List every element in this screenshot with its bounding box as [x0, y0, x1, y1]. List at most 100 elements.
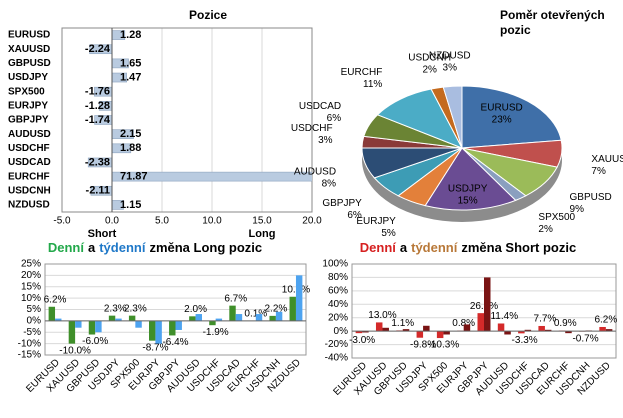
slice-label: NZDUSD	[429, 50, 471, 61]
category-label: XAUUSD	[8, 44, 50, 55]
value-label: -2.11	[86, 185, 110, 197]
category-label: USDJPY	[8, 72, 48, 83]
value-label: 6.2%	[594, 315, 617, 326]
title-part: Denní	[360, 240, 397, 255]
bar	[68, 320, 76, 344]
category-label: USDCNH	[8, 185, 51, 196]
slice-value: 3%	[443, 62, 458, 73]
bar	[538, 325, 545, 332]
slice-value: 11%	[363, 79, 382, 90]
value-label: 7.7%	[534, 314, 557, 325]
bar	[275, 311, 283, 321]
value-label: 1.1%	[391, 318, 414, 329]
title-part: Denní	[48, 240, 85, 255]
value-label: 0.8%	[452, 318, 475, 329]
value-label: 2.3%	[104, 303, 127, 314]
value-label: 71.87	[120, 171, 148, 183]
title-part: týdenní	[99, 240, 146, 255]
slice-label: USDJPY	[448, 184, 488, 195]
bar	[463, 324, 471, 332]
bar	[189, 316, 196, 321]
bar	[443, 331, 450, 335]
pie-slice	[376, 88, 464, 149]
bar	[504, 331, 511, 335]
y-tick-label: -5%	[23, 327, 41, 338]
y-tick-label: 15%	[21, 281, 41, 292]
value-label: 1.88	[120, 142, 141, 154]
value-label: 2.3%	[124, 303, 147, 314]
slice-label: XAUUSD	[591, 154, 623, 165]
x-tick-label: 15.0	[252, 216, 272, 227]
category-label: EURJPY	[8, 100, 48, 111]
y-tick-label: 0%	[27, 316, 42, 327]
category-label: USDCHF	[8, 143, 50, 154]
value-label: 6.7%	[224, 293, 247, 304]
category-label: GBPUSD	[8, 58, 51, 69]
x-tick-label: 10.0	[202, 216, 222, 227]
value-label: 1.47	[120, 71, 141, 83]
slice-label: EURUSD	[481, 103, 523, 114]
bar	[599, 326, 606, 332]
category-label: SPX500	[8, 86, 45, 97]
bar	[48, 306, 56, 321]
y-tick-label: -10%	[18, 338, 41, 349]
slice-value: 8%	[322, 179, 337, 190]
value-label: 1.28	[120, 29, 141, 41]
y-tick-label: 25%	[21, 259, 41, 270]
value-label: 2.15	[120, 128, 141, 140]
slice-label: USDCNH	[408, 53, 451, 64]
value-label: -1.9%	[203, 327, 229, 338]
category-label: EURUSD	[8, 30, 50, 41]
title-part: a	[88, 240, 96, 255]
value-label: -9.8%	[410, 339, 436, 350]
value-label: -3.0%	[349, 335, 375, 346]
bar	[108, 315, 116, 321]
value-label: -2.38	[85, 156, 110, 168]
y-tick-label: 100%	[322, 259, 348, 270]
value-label: 11.4%	[490, 311, 518, 322]
value-label: 2.2%	[264, 304, 287, 315]
bar	[95, 320, 102, 333]
bar	[416, 331, 424, 338]
y-tick-label: 80%	[328, 272, 348, 283]
bar	[235, 314, 243, 321]
bar	[148, 320, 156, 341]
y-tick-label: 5%	[27, 304, 42, 315]
bar	[477, 313, 484, 332]
value-label: -1.76	[85, 86, 110, 98]
y-tick-label: 40%	[328, 299, 348, 310]
annotation: Long	[249, 228, 276, 240]
slice-label: GBPJPY	[322, 198, 362, 209]
bar	[518, 331, 525, 334]
slice-label: SPX500	[538, 212, 575, 223]
bar	[75, 320, 82, 328]
value-label: -3.3%	[512, 335, 538, 346]
y-tick-label: 60%	[328, 285, 348, 296]
bar	[382, 327, 389, 332]
value-label: -6.0%	[82, 336, 108, 347]
category-label: NZDUSD	[8, 200, 50, 211]
bar	[128, 315, 136, 321]
slice-value: 2%	[422, 65, 437, 76]
bar	[169, 320, 176, 336]
x-tick-label: 20.0	[302, 216, 322, 227]
bar	[362, 331, 369, 333]
value-label: 2.0%	[184, 304, 207, 315]
bar	[375, 322, 383, 332]
slice-label: AUDUSD	[294, 167, 336, 178]
bar	[355, 331, 363, 334]
bar	[215, 318, 223, 321]
bar	[289, 296, 296, 321]
y-tick-label: 0%	[334, 326, 349, 337]
value-label: -0.7%	[572, 333, 598, 344]
plot-frame	[351, 263, 617, 359]
bar	[436, 331, 444, 339]
bar	[605, 329, 613, 332]
slice-value: 9%	[570, 204, 585, 215]
annotation: Short	[88, 228, 117, 240]
y-tick-label: 20%	[21, 270, 41, 281]
title-part: změna Short pozic	[461, 240, 576, 255]
bar	[255, 314, 263, 321]
slice-label: USDCAD	[299, 101, 341, 112]
